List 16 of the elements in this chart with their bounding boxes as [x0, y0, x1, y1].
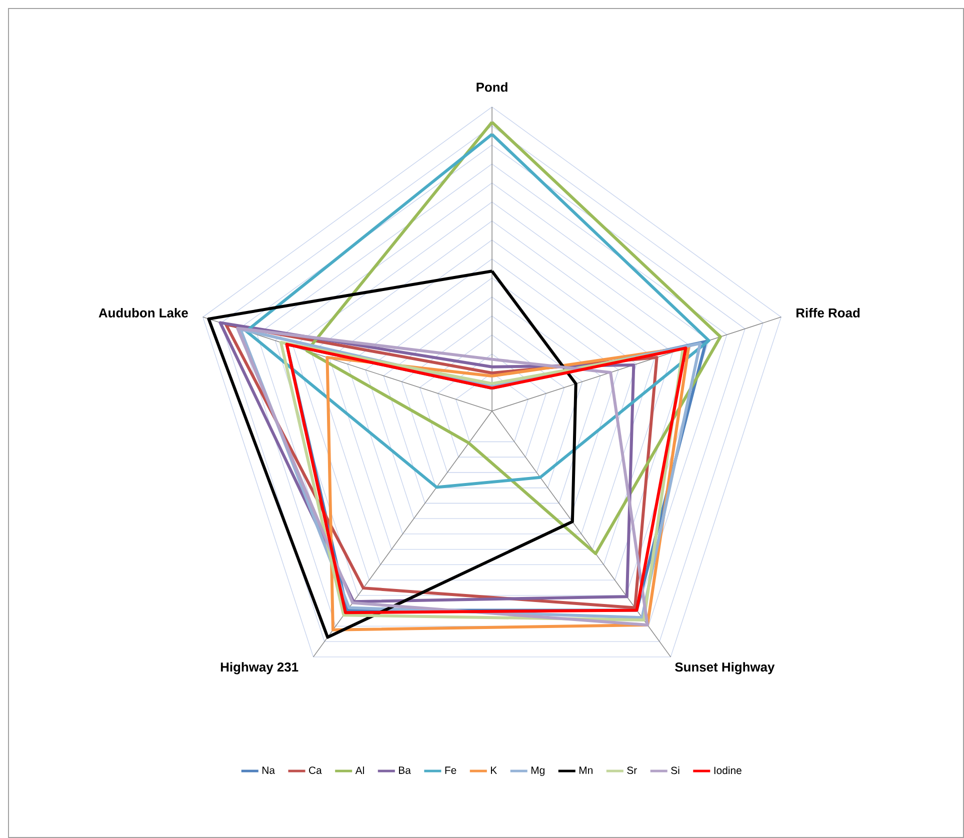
- spoke-label: Pond: [476, 82, 508, 92]
- spoke-label: Audubon Lake: [98, 308, 188, 318]
- legend-label: Mg: [531, 766, 544, 776]
- legend-label: Iodine: [714, 766, 742, 774]
- legend-label: Fe: [445, 766, 456, 774]
- legend-label: Ca: [309, 766, 322, 774]
- legend-label: Sr: [627, 766, 637, 774]
- legend-label: Si: [671, 766, 680, 774]
- spoke-label: Sunset Highway: [675, 662, 775, 674]
- legend-label: K: [490, 766, 497, 774]
- spoke-label: Riffe Road: [796, 308, 860, 318]
- legend-label: Na: [262, 766, 275, 774]
- legend-label: Ba: [399, 766, 411, 774]
- legend-label: Al: [355, 766, 364, 774]
- spoke-label: Highway 231: [220, 662, 298, 674]
- legend-label: Mn: [579, 766, 592, 774]
